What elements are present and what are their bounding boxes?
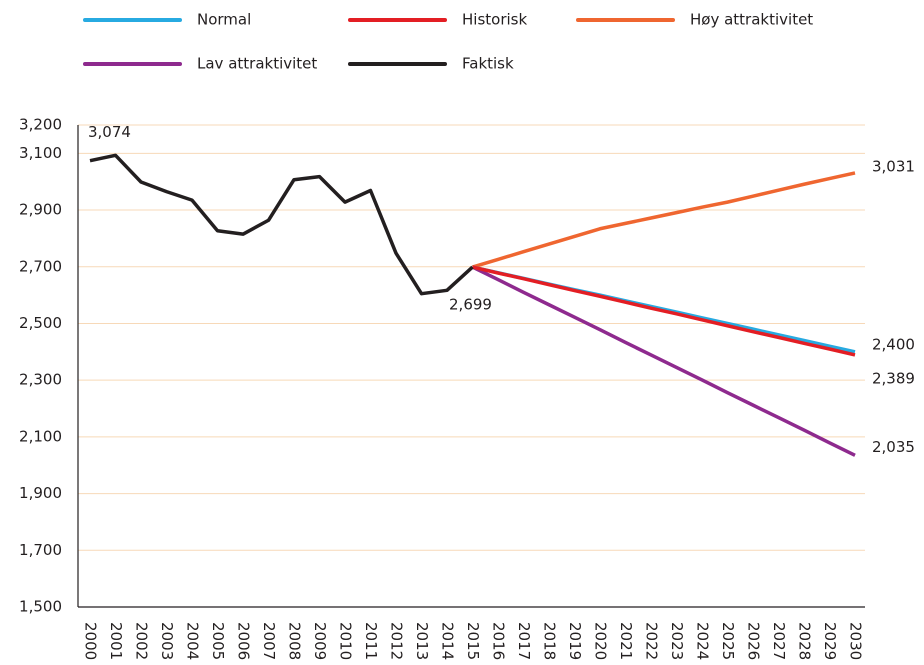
x-tick-label: 2018 bbox=[541, 622, 559, 660]
x-tick-label: 2005 bbox=[209, 622, 227, 660]
x-tick-label: 2024 bbox=[694, 622, 712, 660]
x-tick-label: 2030 bbox=[847, 622, 865, 660]
data-label: 2,400 bbox=[872, 335, 915, 353]
x-tick-label: 2002 bbox=[133, 622, 151, 660]
data-label: 2,035 bbox=[872, 438, 915, 456]
y-tick-label: 2,900 bbox=[19, 201, 62, 219]
y-tick-label: 2,300 bbox=[19, 371, 62, 389]
series-line bbox=[471, 265, 856, 457]
x-tick-label: 2026 bbox=[745, 622, 763, 660]
x-tick-label: 2009 bbox=[311, 622, 329, 660]
x-tick-label: 2012 bbox=[388, 622, 406, 660]
x-tick-label: 2015 bbox=[464, 622, 482, 660]
data-label: 2,389 bbox=[872, 369, 915, 387]
x-tick-label: 2016 bbox=[490, 622, 508, 660]
x-tick-label: 2007 bbox=[260, 622, 278, 660]
data-label: 3,074 bbox=[88, 123, 131, 141]
x-tick-label: 2008 bbox=[286, 622, 304, 660]
x-tick-label: 2001 bbox=[107, 622, 125, 660]
legend-label: Faktisk bbox=[462, 55, 514, 73]
legend-label: Historisk bbox=[462, 11, 527, 29]
x-tick-label: 2025 bbox=[719, 622, 737, 660]
y-tick-label: 2,500 bbox=[19, 314, 62, 332]
series-line bbox=[89, 153, 474, 296]
x-tick-label: 2028 bbox=[796, 622, 814, 660]
x-tick-label: 2013 bbox=[413, 622, 431, 660]
x-tick-label: 2029 bbox=[821, 622, 839, 660]
x-tick-label: 2011 bbox=[362, 622, 380, 660]
y-tick-label: 1,900 bbox=[19, 484, 62, 502]
legend-label: Høy attraktivitet bbox=[690, 11, 813, 29]
x-tick-label: 2022 bbox=[643, 622, 661, 660]
data-label: 2,699 bbox=[449, 296, 492, 314]
x-tick-label: 2000 bbox=[82, 622, 100, 660]
series-line bbox=[471, 171, 856, 269]
y-tick-label: 1,700 bbox=[19, 541, 62, 559]
x-tick-label: 2019 bbox=[566, 622, 584, 660]
y-tick-label: 2,700 bbox=[19, 257, 62, 275]
y-tick-label: 2,100 bbox=[19, 427, 62, 445]
y-tick-label: 1,500 bbox=[19, 598, 62, 616]
x-tick-label: 2017 bbox=[515, 622, 533, 660]
series-line bbox=[472, 265, 856, 357]
x-tick-label: 2027 bbox=[770, 622, 788, 660]
x-tick-label: 2023 bbox=[668, 622, 686, 660]
x-tick-label: 2021 bbox=[617, 622, 635, 660]
legend-label: Lav attraktivitet bbox=[197, 55, 317, 73]
y-tick-label: 3,100 bbox=[19, 144, 62, 162]
x-tick-label: 2014 bbox=[439, 622, 457, 660]
legend-label: Normal bbox=[197, 11, 251, 29]
x-tick-label: 2006 bbox=[235, 622, 253, 660]
x-tick-label: 2010 bbox=[337, 622, 355, 660]
x-tick-label: 2003 bbox=[158, 622, 176, 660]
y-tick-label: 3,200 bbox=[19, 116, 62, 134]
x-tick-label: 2004 bbox=[184, 622, 202, 660]
data-label: 3,031 bbox=[872, 157, 915, 175]
x-tick-label: 2020 bbox=[592, 622, 610, 660]
